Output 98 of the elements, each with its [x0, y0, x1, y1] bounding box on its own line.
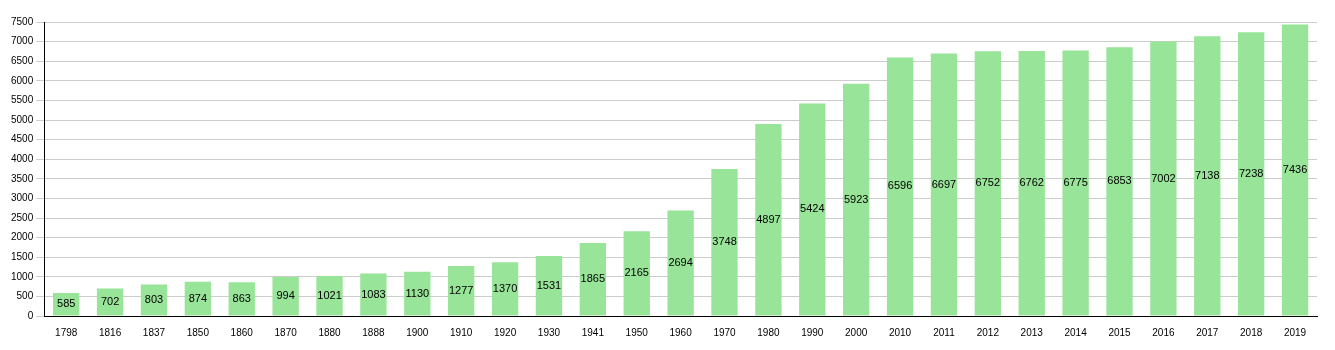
y-tick-label: 3000: [11, 192, 34, 204]
data-label: 1021: [317, 288, 342, 301]
y-tick-label: 3500: [11, 172, 34, 184]
bar: [1018, 50, 1045, 316]
data-label: 6596: [887, 179, 913, 192]
x-tick-label: 2013: [1020, 326, 1044, 338]
x-tick-label: 2014: [1064, 326, 1088, 338]
bar: [316, 275, 343, 316]
x-tick-label: 1970: [713, 326, 737, 338]
x-tick-label: 2018: [1240, 326, 1263, 338]
bar: [711, 169, 738, 316]
data-label: 2694: [668, 255, 693, 268]
data-label: 6762: [1019, 176, 1044, 189]
bar: [1194, 36, 1221, 316]
bar: [1281, 24, 1309, 316]
data-label: 1130: [405, 286, 430, 299]
data-label: 5923: [843, 192, 869, 205]
bar: [491, 262, 519, 316]
bar: [623, 231, 650, 316]
x-tick-label: 2015: [1108, 326, 1132, 338]
data-label: 6752: [975, 176, 1001, 189]
data-label: 7138: [1195, 168, 1220, 181]
x-tick-label: 2017: [1196, 326, 1219, 338]
bar: [96, 288, 124, 316]
data-label: 702: [100, 295, 120, 308]
bar: [579, 242, 607, 316]
y-tick-label: 2500: [11, 211, 34, 223]
y-tick-label: 4000: [11, 152, 34, 164]
x-tick-label: 1960: [669, 326, 693, 338]
y-tick-label: 1000: [11, 270, 34, 282]
bar: [886, 57, 914, 316]
bar: [272, 277, 299, 316]
y-tick-label: 5000: [11, 113, 34, 125]
x-tick-label: 2000: [845, 326, 868, 338]
bar: [799, 103, 826, 316]
y-tick-label: 5500: [11, 94, 34, 106]
data-label: 803: [144, 293, 164, 306]
x-tick-label: 1920: [493, 326, 517, 338]
bar: [1150, 41, 1177, 316]
x-tick-label: 1816: [98, 326, 122, 338]
y-tick-label: 4500: [11, 133, 34, 145]
x-tick-label: 1798: [55, 326, 78, 338]
data-label: 1083: [361, 287, 386, 300]
x-tick-label: 1880: [318, 326, 342, 338]
data-label: 6853: [1107, 174, 1132, 187]
y-tick-label: 7500: [11, 15, 34, 27]
bar: [755, 124, 782, 316]
x-tick-label: 2011: [933, 326, 956, 338]
bar: [1062, 50, 1089, 316]
bar: [843, 83, 870, 316]
bar: [448, 265, 475, 316]
y-tick-label: 7000: [11, 35, 34, 47]
x-tick-label: 1860: [230, 326, 254, 338]
y-tick-label: 6000: [11, 74, 34, 86]
data-label: 874: [188, 291, 208, 304]
x-tick-label: 1990: [801, 326, 824, 338]
data-label: 7002: [1151, 171, 1176, 184]
data-label: 994: [276, 289, 295, 302]
bar: [360, 273, 387, 316]
data-label: 1370: [492, 281, 518, 294]
data-label: 7436: [1282, 163, 1308, 176]
data-label: 1865: [580, 272, 606, 285]
y-tick-label: 2000: [11, 231, 34, 243]
data-label: 1531: [536, 278, 562, 291]
bar: [974, 51, 1002, 316]
x-tick-label: 1941: [581, 326, 605, 338]
x-tick-label: 1930: [537, 326, 561, 338]
x-tick-label: 1900: [406, 326, 429, 338]
x-tick-label: 1950: [625, 326, 649, 338]
x-tick-label: 1850: [186, 326, 210, 338]
x-tick-label: 2019: [1283, 326, 1307, 338]
x-tick-label: 1837: [142, 326, 166, 338]
data-label: 2165: [624, 266, 649, 279]
data-label: 863: [232, 291, 251, 304]
bar: [667, 210, 694, 316]
x-tick-label: 1980: [757, 326, 780, 338]
x-tick-label: 1910: [450, 326, 473, 338]
x-tick-label: 2016: [1152, 326, 1175, 338]
bar: [535, 255, 563, 316]
data-label: 585: [57, 297, 76, 310]
bar: [1238, 32, 1265, 316]
data-label: 4897: [756, 212, 781, 225]
x-tick-label: 1888: [362, 326, 385, 338]
x-tick-label: 1870: [274, 326, 298, 338]
data-label: 6775: [1063, 175, 1088, 188]
y-tick-label: 500: [16, 290, 34, 302]
data-label: 6697: [931, 177, 957, 190]
bar: [930, 53, 958, 316]
data-label: 5424: [800, 202, 825, 215]
bar: [1106, 47, 1133, 316]
y-tick-label: 0: [27, 309, 34, 321]
x-tick-label: 2010: [888, 326, 912, 338]
data-label: 7238: [1238, 166, 1264, 179]
y-tick-label: 6500: [11, 54, 34, 66]
data-label: 3748: [712, 235, 737, 248]
x-tick-label: 2012: [976, 326, 1000, 338]
y-tick-label: 1500: [11, 250, 34, 262]
data-label: 1277: [448, 283, 474, 296]
